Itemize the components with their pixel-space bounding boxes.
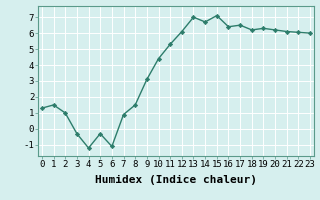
X-axis label: Humidex (Indice chaleur): Humidex (Indice chaleur)	[95, 175, 257, 185]
